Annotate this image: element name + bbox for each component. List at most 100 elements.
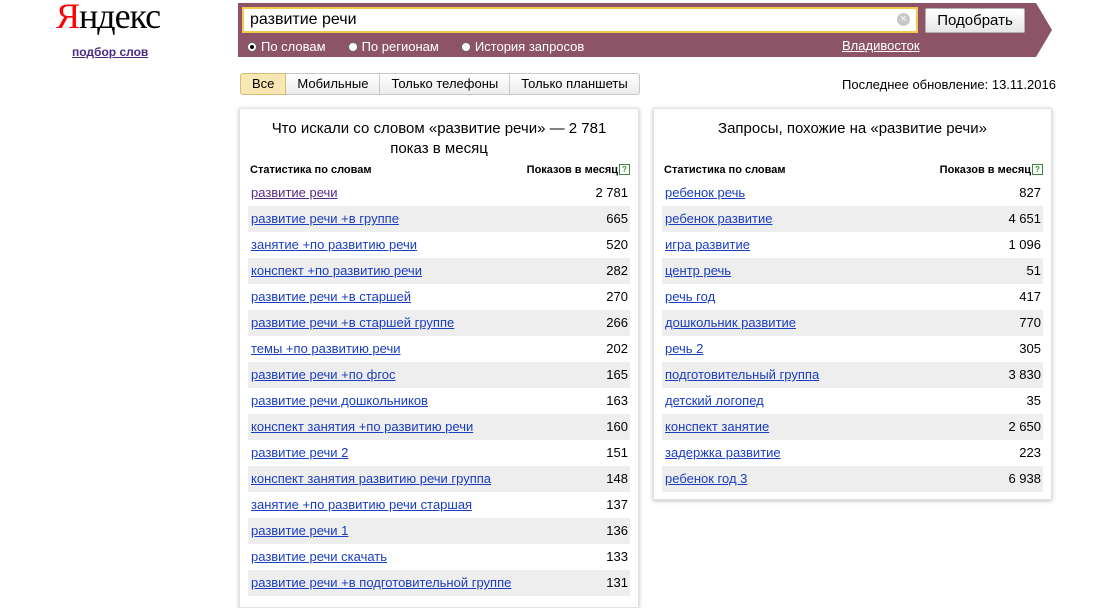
impressions-count: 417 [1019,289,1041,304]
keyword-link[interactable]: ребенок речь [665,185,746,200]
impressions-count: 133 [606,549,628,564]
impressions-count: 148 [606,471,628,486]
table-row: конспект занятия +по развитию речи 160 [248,414,630,440]
keyword-link[interactable]: подготовительный группа [665,367,820,382]
radio-icon [347,41,358,52]
radio-icon [460,41,471,52]
table-row: речь год 417 [662,284,1043,310]
keyword-link[interactable]: игра развитие [665,237,750,252]
table-row: ребенок развитие 4 651 [662,206,1043,232]
tab-phones[interactable]: Только телефоны [380,73,511,95]
keyword-link[interactable]: задержка развитие [665,445,781,460]
keyword-link[interactable]: развитие речи +по фгос [251,367,396,382]
impressions-count: 6 938 [1008,471,1041,486]
keyword-link[interactable]: занятие +по развитию речи старшая [251,497,473,512]
impressions-count: 136 [606,523,628,538]
table-row: конспект занятия развитию речи группа 148 [248,466,630,492]
keyword-link[interactable]: ребенок год 3 [665,471,748,486]
table-row: ребенок речь 827 [662,180,1043,206]
impressions-count: 165 [606,367,628,382]
keyword-link[interactable]: занятие +по развитию речи [251,237,418,252]
keyword-link[interactable]: конспект занятия +по развитию речи [251,419,474,434]
impressions-count: 270 [606,289,628,304]
table-row: ребенок год 3 6 938 [662,466,1043,492]
impressions-count: 3 830 [1008,367,1041,382]
keyword-link[interactable]: развитие речи +в группе [251,211,399,226]
column-header-impressions: Показов в месяц? [940,164,1043,176]
panel-title: Запросы, похожие на «развитие речи» [718,120,987,137]
impressions-count: 51 [1026,263,1041,278]
impressions-count: 223 [1019,445,1041,460]
table-header: Статистика по словам Показов в месяц? [664,164,1043,178]
keyword-link[interactable]: конспект занятия развитию речи группа [251,471,492,486]
impressions-count: 35 [1026,393,1041,408]
radio-by-regions[interactable]: По регионам [347,39,439,54]
device-tabs: Все Мобильные Только телефоны Только пла… [240,73,640,95]
keyword-link[interactable]: конспект +по развитию речи [251,263,422,278]
keyword-link[interactable]: центр речь [665,263,732,278]
column-header-keyword: Статистика по словам [664,164,786,176]
impressions-count: 770 [1019,315,1041,330]
impressions-count: 131 [606,575,628,590]
impressions-count: 282 [606,263,628,278]
table-row: дошкольник развитие 770 [662,310,1043,336]
keyword-link[interactable]: развитие речи 2 [251,445,349,460]
clear-icon[interactable]: × [897,13,910,26]
keyword-link[interactable]: речь год [665,289,716,304]
radio-history[interactable]: История запросов [460,39,584,54]
keyword-link[interactable]: развитие речи скачать [251,549,388,564]
table-row: игра развитие 1 096 [662,232,1043,258]
similar-table: ребенок речь 827 ребенок развитие 4 651 игра… [662,180,1043,492]
table-row: развитие речи +в группе 665 [248,206,630,232]
table-row: развитие речи дошкольников 163 [248,388,630,414]
table-row: подготовительный группа 3 830 [662,362,1043,388]
help-icon[interactable]: ? [619,164,630,175]
radio-by-words[interactable]: По словам [247,39,326,54]
impressions-count: 163 [606,393,628,408]
keyword-link[interactable]: детский логопед [665,393,764,408]
help-icon[interactable]: ? [1032,164,1043,175]
region-link[interactable]: Владивосток [842,38,920,53]
results-panel: Что искали со словом «развитие речи» — 2… [239,108,639,608]
keyword-link[interactable]: развитие речи [251,185,338,200]
keyword-link[interactable]: развитие речи дошкольников [251,393,428,408]
table-row: развитие речи +по фгос 165 [248,362,630,388]
tab-tablets[interactable]: Только планшеты [510,73,640,95]
submit-button[interactable]: Подобрать [925,8,1025,33]
keyword-link[interactable]: развитие речи +в старшей [251,289,411,304]
impressions-count: 151 [606,445,628,460]
impressions-count: 305 [1019,341,1041,356]
yandex-logo[interactable]: Яндекс [56,0,161,36]
table-row: развитие речи 2 151 [248,440,630,466]
table-row: занятие +по развитию речи 520 [248,232,630,258]
column-header-impressions: Показов в месяц? [527,164,630,176]
panel-title: Что искали со словом «развитие речи» — 2… [271,120,607,157]
impressions-count: 266 [606,315,628,330]
table-row: развитие речи скачать 133 [248,544,630,570]
tab-mobile[interactable]: Мобильные [286,73,381,95]
impressions-count: 137 [606,497,628,512]
last-updated: Последнее обновление: 13.11.2016 [842,77,1056,92]
impressions-count: 202 [606,341,628,356]
header-bar-arrow [1036,3,1052,57]
impressions-count: 1 096 [1008,237,1041,252]
keyword-link[interactable]: речь 2 [665,341,704,356]
keyword-link[interactable]: развитие речи +в подготовительной группе [251,575,512,590]
keyword-link[interactable]: конспект занятие [665,419,770,434]
impressions-count: 160 [606,419,628,434]
keyword-link[interactable]: развитие речи +в старшей группе [251,315,455,330]
impressions-count: 4 651 [1008,211,1041,226]
tab-all[interactable]: Все [240,73,287,95]
keyword-link[interactable]: темы +по развитию речи [251,341,401,356]
search-input[interactable]: развитие речи × [242,7,918,33]
table-row: развитие речи +в подготовительной группе… [248,570,630,596]
table-row: речь 2 305 [662,336,1043,362]
results-table: развитие речи 2 781 развитие речи +в групп… [248,180,630,596]
keyword-link[interactable]: ребенок развитие [665,211,773,226]
keyword-link[interactable]: дошкольник развитие [665,315,797,330]
table-row: развитие речи +в старшей группе 266 [248,310,630,336]
keyword-link[interactable]: развитие речи 1 [251,523,349,538]
table-row: конспект занятие 2 650 [662,414,1043,440]
radio-selected-icon [247,41,257,52]
wordstat-link[interactable]: подбор слов [72,45,149,59]
